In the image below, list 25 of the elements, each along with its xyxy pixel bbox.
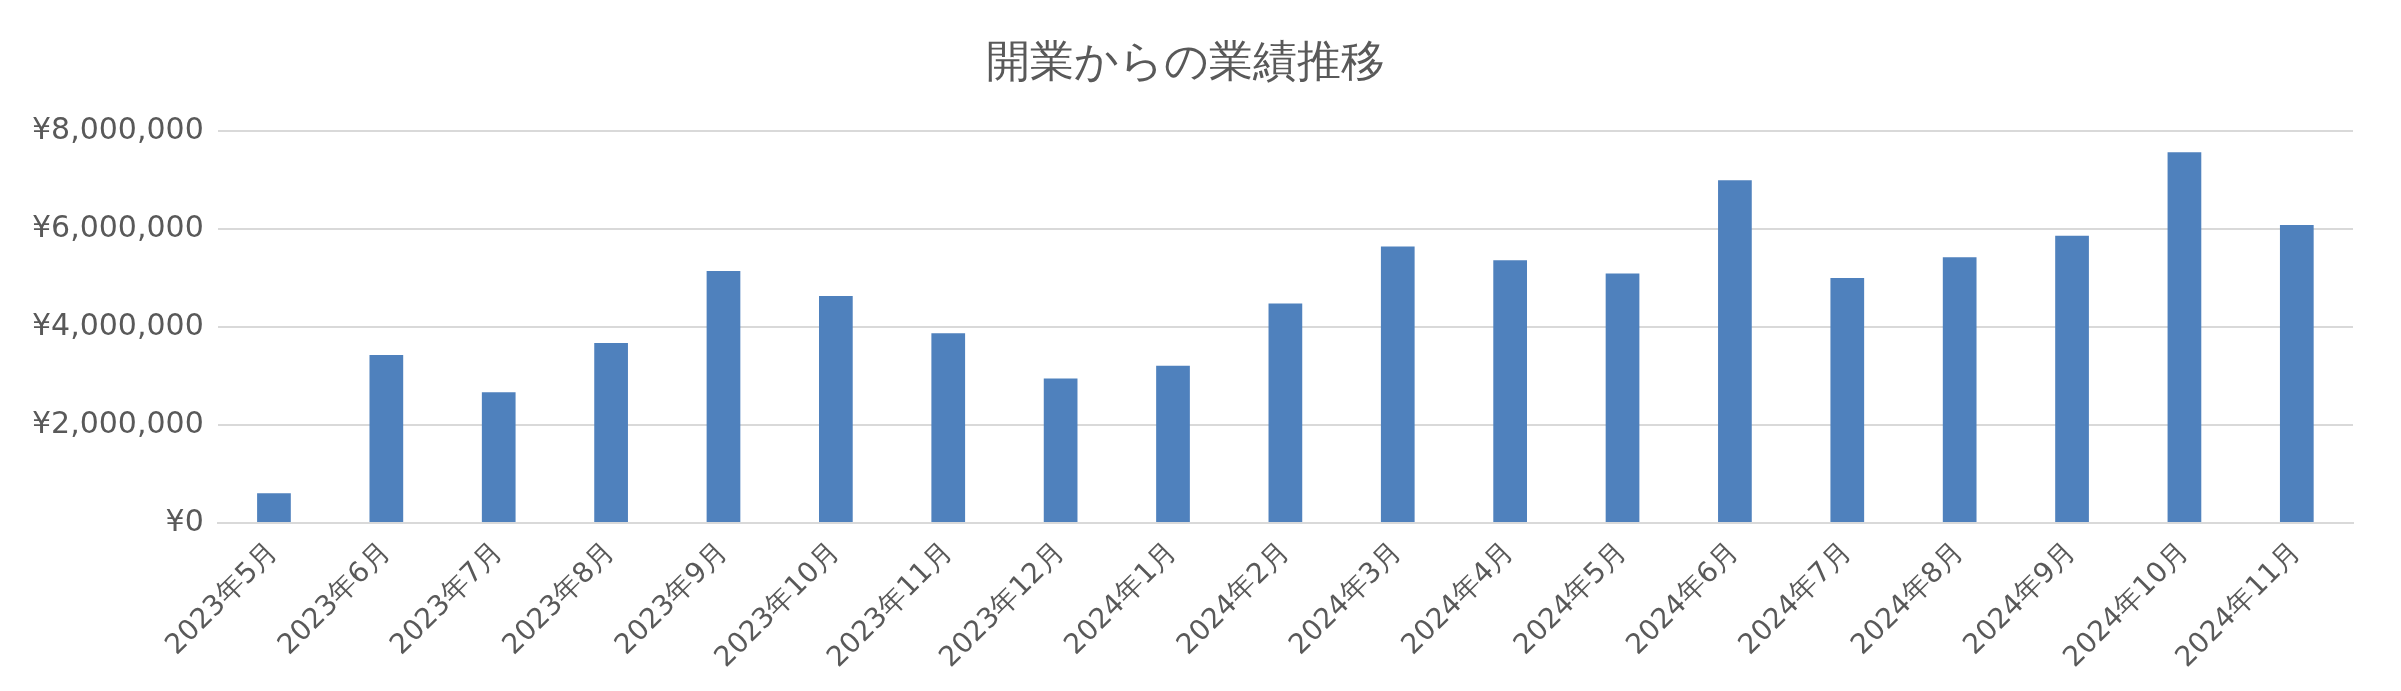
bar <box>1380 246 1415 523</box>
bar <box>2055 235 2089 523</box>
y-tick-label: ¥2,000,000 <box>31 404 204 440</box>
bar <box>819 296 853 523</box>
bar <box>369 354 404 523</box>
bar <box>1605 273 1640 523</box>
y-tick-label: ¥0 <box>165 502 204 538</box>
bar <box>481 392 516 523</box>
bar <box>1156 365 1190 523</box>
chart-title: 開業からの業績推移 <box>986 34 1385 86</box>
y-tick-label: ¥6,000,000 <box>31 208 204 244</box>
bar <box>1718 180 1752 523</box>
bar <box>706 271 741 523</box>
bar <box>1830 277 1865 523</box>
bar <box>594 343 628 523</box>
y-tick-label: ¥8,000,000 <box>31 110 204 146</box>
bar <box>1942 257 1977 523</box>
bar <box>1268 303 1303 523</box>
bar <box>2167 152 2202 523</box>
bar <box>1493 260 1527 523</box>
bar <box>257 493 291 523</box>
y-tick-label: ¥4,000,000 <box>31 306 204 342</box>
bar <box>1043 378 1078 523</box>
bar <box>931 333 966 523</box>
bar <box>2279 224 2314 523</box>
